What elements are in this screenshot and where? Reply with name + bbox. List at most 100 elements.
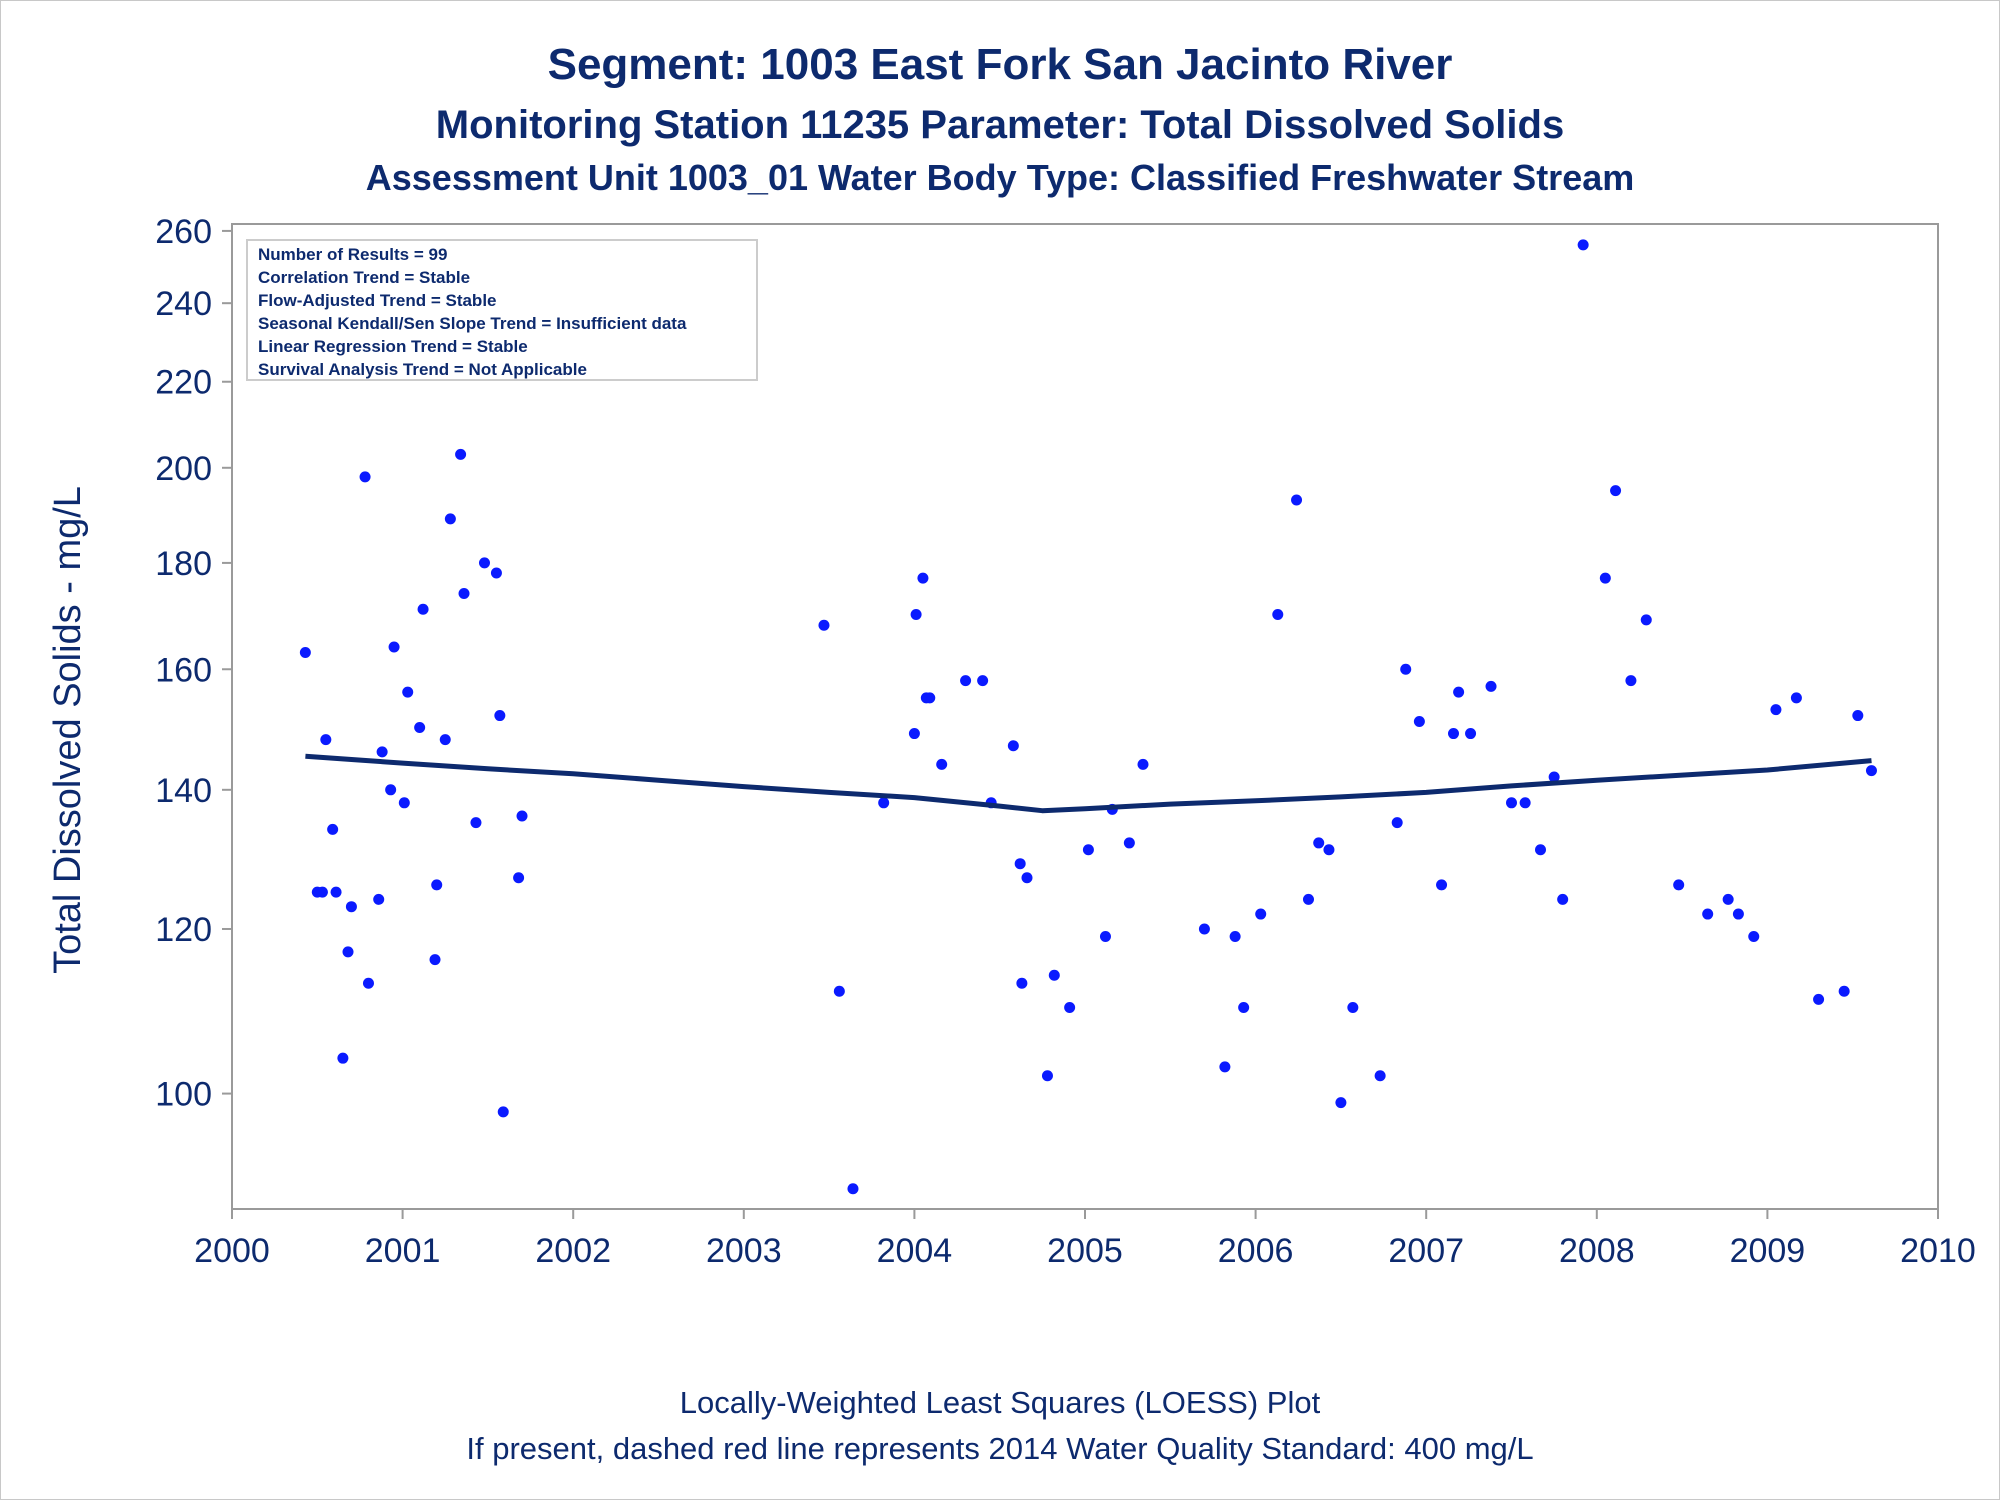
data-point	[327, 823, 339, 835]
data-point	[1557, 893, 1569, 905]
data-point	[299, 646, 311, 658]
chart-subtitle-station: Monitoring Station 11235 Parameter: Tota…	[436, 103, 1564, 147]
x-tick-label: 2003	[706, 1232, 782, 1270]
axes-layer: 2000 2001 2002 2003 2004 2005 2006 2007 2008 2009…	[155, 213, 1976, 1270]
data-point	[1813, 993, 1825, 1005]
data-point	[1391, 817, 1403, 829]
y-tick-label: 220	[155, 364, 212, 402]
data-point	[833, 985, 845, 997]
data-point	[1016, 977, 1028, 989]
data-point	[385, 784, 397, 796]
data-point	[1347, 1002, 1359, 1014]
chart-title: Segment: 1003 East Fork San Jacinto Rive…	[548, 40, 1453, 89]
loess-curve	[305, 753, 1872, 814]
data-point	[376, 746, 388, 758]
data-point	[908, 728, 920, 740]
x-tick-label: 2007	[1388, 1232, 1464, 1270]
data-point	[1838, 985, 1850, 997]
data-point	[402, 686, 414, 698]
data-point	[494, 710, 506, 722]
data-point	[1099, 931, 1111, 943]
data-point	[1748, 931, 1760, 943]
data-point	[1291, 494, 1303, 506]
data-point	[818, 619, 830, 631]
data-point	[878, 797, 890, 809]
data-point	[1313, 837, 1325, 849]
y-axis-label: Total Dissolved Solids - mg/L	[47, 486, 89, 974]
x-tick-label: 2002	[535, 1232, 611, 1270]
y-tick-label: 180	[155, 545, 212, 583]
data-point	[1485, 680, 1497, 692]
data-point	[1041, 1070, 1053, 1082]
stats-box: Number of Results = 99 Correlation Trend…	[246, 239, 758, 381]
data-point	[1673, 879, 1685, 891]
stats-seasonal-kendall-trend: Seasonal Kendall/Sen Slope Trend = Insuf…	[258, 314, 687, 333]
data-point	[345, 901, 357, 913]
data-point	[1852, 710, 1864, 722]
data-point	[414, 722, 426, 734]
x-tick-label: 2000	[194, 1232, 270, 1270]
y-tick-label: 200	[155, 450, 212, 488]
data-point	[1302, 893, 1314, 905]
data-point	[1021, 872, 1033, 884]
stats-correlation-trend: Correlation Trend = Stable	[258, 268, 470, 287]
data-point	[1506, 797, 1517, 809]
data-point	[1519, 797, 1531, 809]
data-point	[439, 734, 451, 746]
data-point	[444, 513, 456, 525]
data-point	[490, 567, 502, 579]
data-point	[1123, 837, 1135, 849]
loess-line-layer	[305, 753, 1872, 814]
data-point	[1272, 609, 1284, 621]
data-point	[847, 1183, 859, 1195]
data-point	[1790, 692, 1802, 704]
stats-linear-regression-trend: Linear Regression Trend = Stable	[258, 337, 528, 356]
y-tick-label: 240	[155, 285, 212, 323]
data-point	[342, 946, 354, 958]
stats-box-border	[246, 239, 758, 381]
x-tick-label: 2008	[1559, 1232, 1635, 1270]
data-point	[936, 758, 948, 770]
data-point	[1198, 923, 1210, 935]
x-tick-label: 2004	[877, 1232, 953, 1270]
data-point	[917, 572, 929, 584]
data-point	[1238, 1002, 1250, 1014]
data-point	[1722, 893, 1734, 905]
data-point	[1535, 844, 1547, 856]
chart-subtitle-assessment: Assessment Unit 1003_01 Water Body Type:…	[366, 157, 1635, 198]
data-point	[362, 977, 374, 989]
data-point	[977, 675, 989, 687]
data-point	[470, 817, 482, 829]
data-point	[513, 872, 525, 884]
x-tick-label: 2005	[1047, 1232, 1123, 1270]
data-point	[497, 1106, 509, 1118]
data-point	[924, 692, 936, 704]
x-tick-label: 2006	[1218, 1232, 1294, 1270]
data-point	[1229, 931, 1241, 943]
stats-survival-analysis-trend: Survival Analysis Trend = Not Applicable	[258, 360, 587, 379]
data-point	[417, 603, 429, 615]
data-point	[1335, 1097, 1347, 1109]
y-tick-label: 100	[155, 1076, 212, 1114]
data-point	[1082, 844, 1094, 856]
stats-flow-adjusted-trend: Flow-Adjusted Trend = Stable	[258, 291, 497, 310]
data-point	[398, 797, 410, 809]
data-point	[316, 886, 328, 898]
y-tick-label: 260	[155, 213, 212, 251]
data-point	[1548, 771, 1560, 783]
data-point	[320, 734, 332, 746]
data-point	[455, 448, 467, 460]
data-point	[458, 588, 470, 600]
data-point	[1732, 908, 1744, 920]
data-point	[1219, 1061, 1231, 1073]
data-point	[1770, 704, 1782, 716]
data-point	[1447, 728, 1459, 740]
data-point	[1048, 969, 1060, 981]
data-point	[1577, 239, 1589, 251]
data-point	[1400, 663, 1412, 675]
data-point	[1702, 908, 1714, 920]
footnote-standard: If present, dashed red line represents 2…	[466, 1431, 1533, 1466]
x-tick-label: 2009	[1730, 1232, 1806, 1270]
data-point	[337, 1052, 349, 1064]
data-point	[960, 675, 972, 687]
